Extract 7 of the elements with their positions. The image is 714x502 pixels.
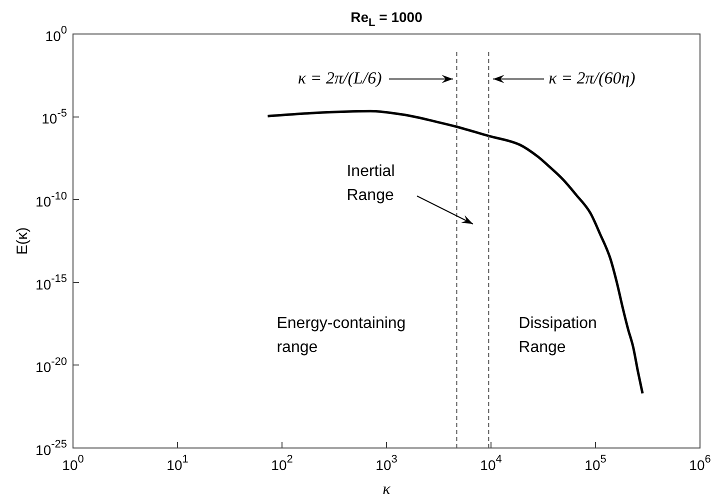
annotation: Dissipation Range xyxy=(518,315,597,356)
annotation: Inertial Range xyxy=(346,163,395,204)
annotation: κ = 2π/(60η) xyxy=(548,68,636,88)
annotation: κ = 2π/(L/6) xyxy=(298,68,382,88)
x-axis-title: κ xyxy=(382,481,391,498)
annotation: Energy-containing range xyxy=(276,315,406,356)
y-axis-title: E(κ) xyxy=(14,227,32,255)
